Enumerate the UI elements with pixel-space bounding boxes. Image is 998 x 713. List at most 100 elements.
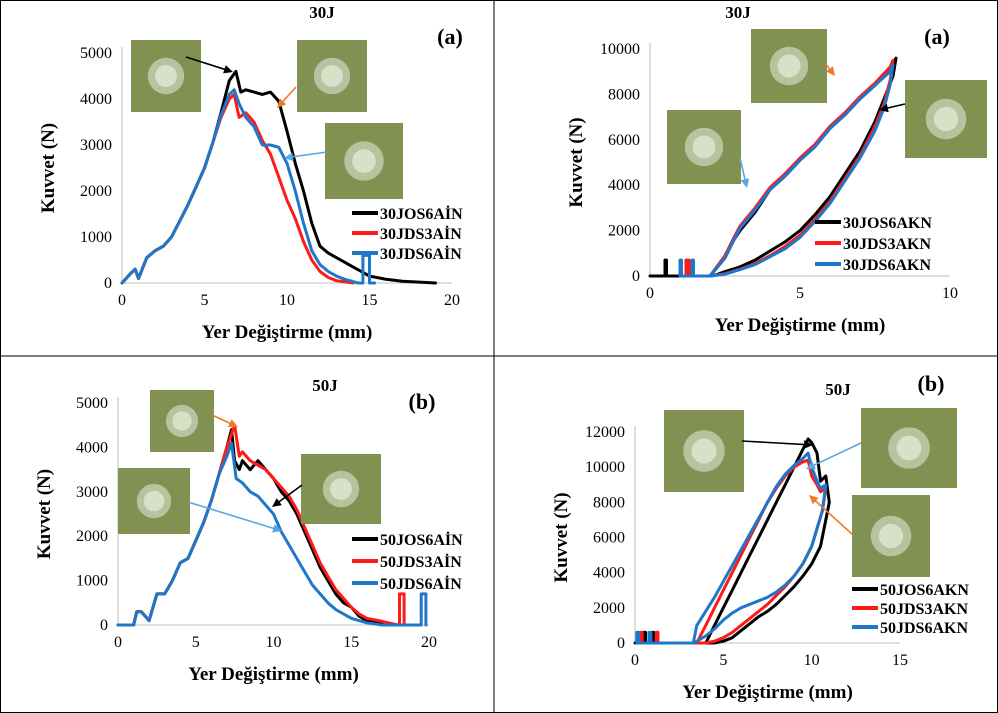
annotation-arrowhead bbox=[740, 178, 750, 188]
annotation-arrow bbox=[741, 440, 806, 446]
x-tick-label: 20 bbox=[444, 292, 460, 309]
x-tick-label: 5 bbox=[201, 292, 209, 309]
impact-mark-core bbox=[155, 65, 177, 87]
annotation-arrow bbox=[185, 56, 226, 71]
y-tick-label: 12000 bbox=[585, 424, 625, 441]
impact-mark-core bbox=[172, 411, 192, 431]
chart-panel-50J-AIN: 0 5 10 15 20 0 1000 2000 3000 4000 5000 Yer Değişti… bbox=[0, 357, 494, 713]
panel-label: (b) bbox=[409, 389, 436, 414]
annotation-arrow bbox=[187, 501, 275, 530]
legend-entry: 50JDS3AKN bbox=[880, 601, 968, 618]
x-tick-label: 15 bbox=[362, 292, 378, 309]
chart-svg: 0 5 10 15 20 0 1000 2000 3000 4000 5000 Yer Değişti… bbox=[38, 3, 463, 343]
chart-panel-30J-AIN: 0 5 10 15 20 0 1000 2000 3000 4000 5000 Yer Değişti… bbox=[0, 0, 494, 356]
x-tick-label: 10 bbox=[266, 634, 282, 651]
x-tick-label: 10 bbox=[804, 652, 820, 669]
y-tick-label: 4000 bbox=[593, 565, 625, 582]
annotation-arrowhead bbox=[284, 152, 294, 162]
legend-entry: 30JOS6AİN bbox=[380, 204, 463, 223]
y-tick-label: 8000 bbox=[608, 86, 640, 103]
specimen-photo bbox=[325, 123, 403, 199]
x-tick-label: 5 bbox=[192, 634, 200, 651]
legend-entry: 50JOS6AİN bbox=[380, 530, 463, 549]
legend-entry: 30JDS6AİN bbox=[380, 244, 462, 263]
y-tick-label: 1000 bbox=[80, 229, 112, 246]
annotation-arrow bbox=[739, 157, 746, 181]
y-tick-label: 2000 bbox=[608, 223, 640, 240]
x-tick-label: 10 bbox=[279, 292, 295, 309]
legend-entry: 50JDS3AİN bbox=[380, 552, 462, 571]
y-tick-label: 2000 bbox=[80, 183, 112, 200]
y-tick-label: 0 bbox=[617, 635, 625, 652]
y-tick-label: 6000 bbox=[608, 132, 640, 149]
annotation-arrow bbox=[291, 151, 328, 158]
impact-mark-core bbox=[352, 149, 376, 173]
annotation-arrow bbox=[886, 103, 906, 109]
series-line-50JDS3AKN bbox=[638, 458, 828, 645]
y-tick-label: 0 bbox=[104, 275, 112, 292]
legend-entry: 50JDS6AKN bbox=[880, 620, 968, 637]
x-tick-label: 15 bbox=[343, 634, 359, 651]
legend-entry: 50JDS6AİN bbox=[380, 574, 462, 593]
x-axis-label: Yer Değiştirme (mm) bbox=[715, 315, 886, 336]
y-tick-label: 0 bbox=[100, 617, 108, 634]
legend-entry: 30JDS6AKN bbox=[843, 257, 931, 274]
chart-svg: 0 5 10 0 2000 4000 6000 8000 10000 Yer Değiştirme… bbox=[566, 3, 987, 336]
annotation-arrowhead bbox=[228, 419, 238, 428]
chart-svg: 0 5 10 15 20 0 1000 2000 3000 4000 5000 Yer Değişti… bbox=[34, 376, 463, 685]
annotation-arrow bbox=[824, 62, 831, 71]
legend-entry: 30JDS3AİN bbox=[380, 224, 462, 243]
panel-label: (a) bbox=[437, 24, 463, 49]
x-tick-label: 15 bbox=[892, 652, 908, 669]
specimen-photo bbox=[150, 390, 214, 452]
y-tick-label: 3000 bbox=[76, 484, 108, 501]
specimen-photo bbox=[861, 408, 957, 488]
chart-svg: 0 5 10 15 0 2000 4000 6000 8000 10000 12000 Yer Değ… bbox=[551, 371, 969, 703]
x-tick-label: 0 bbox=[646, 285, 654, 302]
x-tick-label: 5 bbox=[796, 285, 804, 302]
x-tick-label: 10 bbox=[942, 285, 958, 302]
panel-label: (a) bbox=[924, 24, 950, 49]
y-axis-label: Kuvvet (N) bbox=[34, 469, 55, 559]
x-tick-label: 0 bbox=[118, 292, 126, 309]
legend-entry: 50JOS6AKN bbox=[880, 582, 969, 599]
y-tick-label: 6000 bbox=[593, 530, 625, 547]
annotation-arrowhead bbox=[272, 498, 282, 507]
x-tick-label: 20 bbox=[421, 634, 437, 651]
y-tick-label: 3000 bbox=[80, 137, 112, 154]
specimen-photo bbox=[664, 410, 744, 492]
specimen-photo bbox=[297, 40, 367, 112]
x-tick-label: 0 bbox=[114, 634, 122, 651]
annotation-arrow bbox=[812, 442, 862, 467]
specimen-photo bbox=[301, 454, 381, 524]
annotation-arrow bbox=[814, 499, 854, 536]
impact-mark-core bbox=[330, 478, 352, 500]
impact-mark-core bbox=[896, 435, 922, 461]
specimen-photo bbox=[905, 80, 987, 158]
annotation-arrow bbox=[211, 414, 232, 425]
impact-mark-core bbox=[878, 523, 904, 549]
y-tick-label: 10000 bbox=[600, 41, 640, 58]
y-tick-label: 10000 bbox=[585, 459, 625, 476]
chart-title: 50J bbox=[312, 376, 338, 395]
annotation-arrow bbox=[281, 86, 297, 103]
y-tick-label: 0 bbox=[632, 268, 640, 285]
y-tick-label: 2000 bbox=[76, 528, 108, 545]
annotation-arrowhead bbox=[879, 103, 889, 113]
series-line-30JDS3AİN bbox=[120, 92, 355, 285]
y-axis-label: Kuvvet (N) bbox=[38, 123, 59, 213]
annotation-arrowhead bbox=[803, 440, 813, 449]
impact-mark-core bbox=[691, 438, 717, 464]
legend-entry: 30JOS6AKN bbox=[843, 215, 932, 232]
annotation-arrowhead bbox=[223, 65, 233, 74]
y-axis-label: Kuvvet (N) bbox=[551, 492, 572, 582]
chart-panel-50J-AKN: 0 5 10 15 0 2000 4000 6000 8000 10000 12000 Yer Değ… bbox=[495, 357, 998, 713]
legend-entry: 30JDS3AKN bbox=[843, 236, 931, 253]
specimen-photo bbox=[852, 495, 930, 577]
y-tick-label: 5000 bbox=[80, 45, 112, 62]
y-tick-label: 8000 bbox=[593, 494, 625, 511]
chart-title: 50J bbox=[825, 380, 851, 399]
y-tick-label: 2000 bbox=[593, 600, 625, 617]
annotation-arrow bbox=[277, 484, 303, 503]
specimen-photo bbox=[751, 29, 827, 103]
